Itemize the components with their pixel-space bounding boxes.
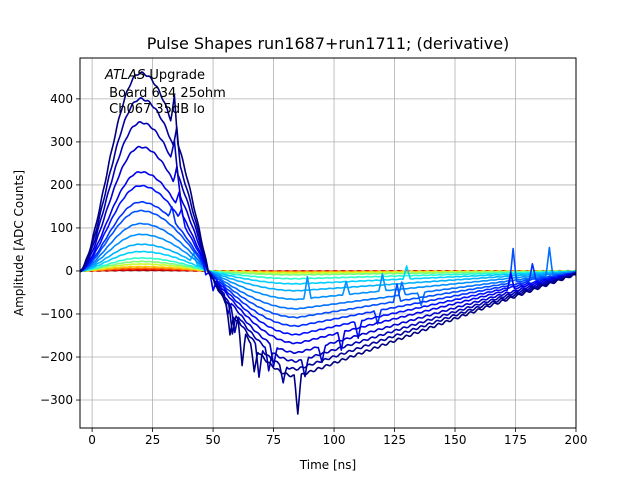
y-tick-label: 400 (50, 92, 73, 106)
chart-title: Pulse Shapes run1687+run1711; (derivativ… (147, 34, 510, 53)
y-tick-label: 0 (65, 264, 73, 278)
annotation-line-1: ATLAS Upgrade (104, 68, 205, 83)
pulse-series-line (80, 184, 576, 339)
y-tick-label: 200 (50, 178, 73, 192)
x-tick-label: 150 (444, 433, 467, 447)
x-tick-label: 125 (383, 433, 406, 447)
y-tick-label: −300 (40, 393, 73, 407)
axes-frame (79, 57, 577, 429)
pulse-series-line (80, 257, 576, 280)
x-tick-label: 0 (88, 433, 96, 447)
pulse-series-line (80, 260, 576, 276)
atlas-label: ATLAS (104, 68, 145, 83)
y-axis-ticks: −300 −200 −100 0 100 200 300 400 (40, 92, 80, 407)
pulse-series-line (80, 171, 576, 351)
y-axis-label: Amplitude [ADC Counts] (12, 170, 26, 316)
x-axis-label: Time [ns] (299, 458, 356, 472)
pulse-series-line (80, 243, 576, 292)
x-tick-label: 100 (323, 433, 346, 447)
atlas-annotation: ATLAS Upgrade Board 634 25ohm Ch067 35dB… (104, 68, 226, 117)
annotation-line-3: Ch067 35dB lo (105, 102, 205, 117)
plot-area (80, 71, 576, 415)
pulse-series-line (80, 222, 576, 310)
x-tick-label: 75 (266, 433, 281, 447)
y-tick-label: 100 (50, 221, 73, 235)
pulse-series-line (80, 97, 576, 384)
pulse-series-line (80, 121, 576, 378)
x-tick-label: 25 (145, 433, 160, 447)
pulse-series-line (80, 201, 576, 328)
pulse-series-line (80, 145, 576, 368)
pulse-series-line (80, 250, 576, 285)
y-tick-label: −100 (40, 307, 73, 321)
x-axis-ticks: 0 25 50 75 100 125 150 175 200 (88, 428, 587, 447)
pulse-series-line (80, 233, 576, 301)
pulse-series-line (80, 209, 576, 319)
y-tick-label: −200 (40, 350, 73, 364)
pulse-series-line (80, 71, 576, 415)
x-tick-label: 175 (504, 433, 527, 447)
series-group (80, 71, 576, 415)
x-tick-label: 200 (565, 433, 588, 447)
y-tick-label: 300 (50, 135, 73, 149)
upgrade-label: Upgrade (145, 68, 205, 83)
annotation-line-2: Board 634 25ohm (105, 86, 226, 101)
x-tick-label: 50 (205, 433, 220, 447)
